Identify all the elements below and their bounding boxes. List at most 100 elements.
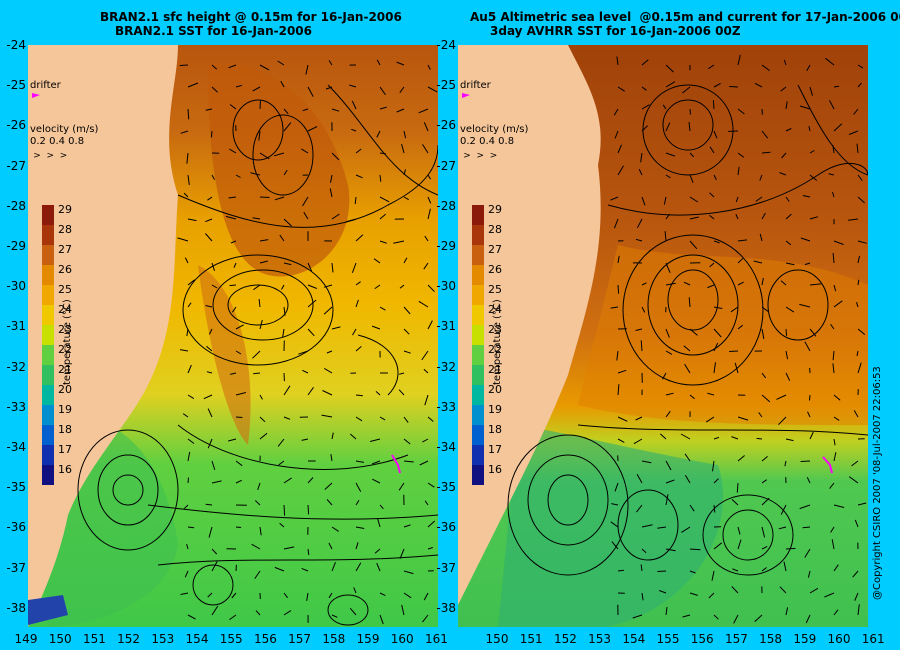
velocity-arrow [707,392,715,396]
velocity-arrow [681,526,691,533]
velocity-arrow [253,284,261,291]
velocity-arrow [379,196,390,203]
velocity-arrow [403,524,411,528]
velocity-arrow [617,255,620,264]
velocity-arrow [633,438,643,445]
velocity-arrow [856,143,859,154]
velocity-arrow [379,306,386,311]
velocity-arrow [662,104,667,110]
velocity-arrow [403,169,406,176]
velocity-arrow [856,302,859,308]
velocity-arrow [331,262,334,273]
velocity-arrow [307,504,310,515]
velocity-arrow [228,438,237,442]
velocity-arrow [857,82,862,88]
velocity-arrow [187,108,190,120]
velocity-arrow [355,482,362,492]
lat-tick-label: -32 [6,359,26,374]
velocity-arrow [682,614,691,618]
velocity-arrow [229,614,237,621]
velocity-arrow [283,477,292,484]
velocity-arrow [352,328,357,336]
velocity-arrow [278,460,285,466]
velocity-arrow [665,262,671,273]
velocity-arrow [351,262,357,273]
velocity-arrow [832,252,835,264]
velocity-arrow [235,174,241,178]
velocity-arrow [785,328,788,336]
velocity-arrow [254,500,261,506]
lat-tick-label: -36 [436,520,456,535]
velocity-arrow [283,262,292,266]
velocity-arrow [731,586,739,594]
velocity-arrow [427,416,434,422]
velocity-arrow [735,213,739,220]
copyright-text: @Copyright CSIRO 2007 '08-Jul-2007 22:06… [872,366,883,600]
velocity-arrow [427,482,435,488]
velocity-arrow [252,217,261,220]
velocity-arrow [689,328,698,336]
velocity-arrow [617,369,627,374]
velocity-arrow [225,215,237,220]
velocity-arrow [617,165,624,176]
velocity-arrow [255,610,261,616]
velocity-arrow [328,542,333,550]
velocity-arrow [665,174,671,179]
velocity-arrow [328,592,333,599]
velocity-arrow [403,438,411,445]
velocity-arrow [253,372,261,375]
lon-tick-label: 156 [253,632,277,646]
velocity-arrow [857,196,865,204]
lon-tick-label: 154 [622,632,646,646]
velocity-arrow [830,324,835,330]
colorbar-tick-label: 19 [58,403,72,416]
velocity-arrow [233,262,237,268]
colorbar-tick-label: 24 [58,303,72,316]
right-velocity-title: velocity (m/s) [460,124,529,135]
velocity-arrow [211,86,218,93]
velocity-arrow [235,460,243,467]
velocity-arrow [753,260,763,264]
velocity-arrow [761,456,768,462]
colorbar-tick-label: 24 [488,303,502,316]
lon-tick-label: 150 [485,632,509,646]
velocity-arrow [614,130,619,139]
velocity-arrow [754,614,763,622]
right-sst-map [458,45,868,627]
velocity-arrow [617,438,625,443]
velocity-arrow [283,416,291,420]
velocity-arrow [231,306,237,313]
left-velocity-title: velocity (m/s) [30,124,99,135]
lon-tick-label: 158 [759,632,783,646]
velocity-arrow [853,108,859,115]
velocity-arrow [349,84,357,88]
velocity-arrow [713,82,721,88]
velocity-arrow [848,218,859,221]
velocity-arrow [709,214,715,220]
velocity-arrow [611,541,619,550]
velocity-arrow [640,564,643,572]
velocity-arrow [427,208,431,220]
velocity-arrow [331,526,339,532]
velocity-arrow [427,520,436,528]
lat-tick-label: -29 [6,239,26,253]
velocity-arrow [307,284,317,289]
velocity-arrow [641,306,646,313]
velocity-arrow [207,592,213,598]
velocity-arrow [274,196,285,201]
velocity-arrow [403,257,408,264]
velocity-arrow [689,152,695,158]
velocity-arrow [259,196,270,198]
lon-tick-label: 159 [793,632,817,646]
velocity-arrow [230,240,237,244]
velocity-arrow [252,86,261,92]
colorbar-tick-label: 27 [488,243,502,256]
velocity-arrow [274,152,285,157]
velocity-arrow [684,474,691,484]
velocity-arrow [665,607,668,616]
velocity-arrow [187,438,195,444]
velocity-arrow [399,548,405,559]
velocity-arrow [613,108,619,116]
velocity-arrow [617,144,622,154]
velocity-arrow [330,454,333,462]
